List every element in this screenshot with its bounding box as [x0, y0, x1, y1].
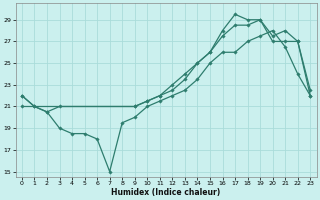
X-axis label: Humidex (Indice chaleur): Humidex (Indice chaleur): [111, 188, 221, 197]
